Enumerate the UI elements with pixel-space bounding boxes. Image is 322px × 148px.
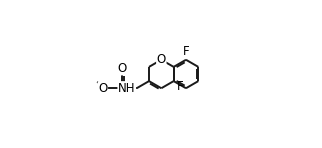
Text: F: F: [177, 80, 183, 93]
Text: O: O: [118, 62, 127, 75]
Text: O: O: [98, 82, 108, 95]
Text: O: O: [157, 53, 166, 66]
Text: F: F: [183, 45, 189, 58]
Text: NH: NH: [118, 82, 136, 95]
